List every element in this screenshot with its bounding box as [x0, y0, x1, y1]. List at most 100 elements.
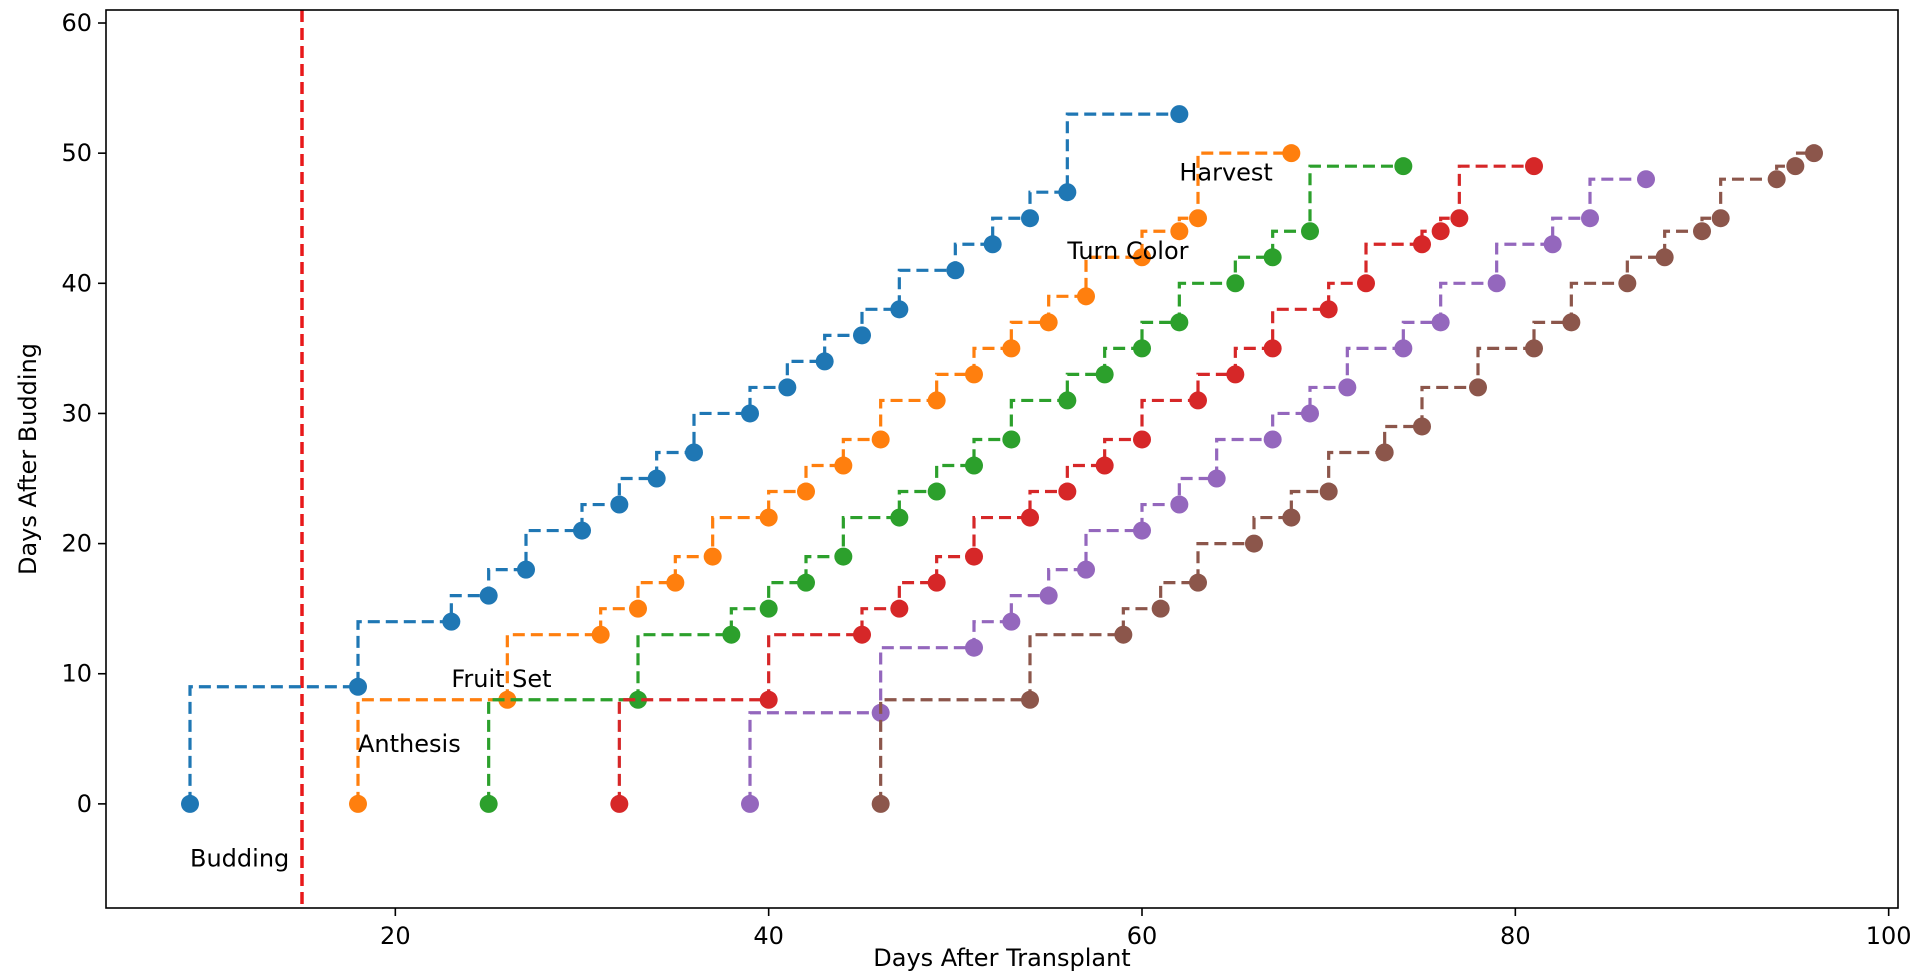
series-1-point	[946, 261, 965, 280]
series-6-point	[1319, 482, 1338, 501]
series-6-point	[1711, 209, 1730, 228]
y-tick-label: 60	[61, 9, 92, 37]
series-4-point	[890, 599, 909, 618]
x-tick-label: 40	[753, 922, 784, 950]
series-2-point	[498, 690, 517, 709]
series-2-point	[1282, 144, 1301, 163]
series-2-point	[1039, 313, 1058, 332]
y-tick-label: 0	[77, 790, 92, 818]
series-1-point	[741, 404, 759, 423]
series-5-point	[1002, 612, 1021, 631]
series-5-point	[1170, 495, 1189, 514]
series-5-point	[1263, 430, 1282, 449]
series-1-point	[685, 443, 703, 462]
series-4-point	[610, 794, 629, 813]
series-5-point	[1133, 521, 1151, 540]
series-4-point	[1319, 300, 1338, 319]
series-6-point	[1469, 378, 1487, 397]
series-6-point	[1021, 690, 1039, 709]
axis-ticks: 20 40 60 80 100 0 10 20 30 40 50 60	[61, 9, 1911, 950]
series-3-point	[1095, 365, 1114, 384]
annotation-label: Fruit Set	[451, 665, 551, 693]
series-4-point	[1263, 339, 1282, 358]
series-2-point	[927, 391, 946, 410]
series-4-point	[1226, 365, 1245, 384]
series-3-point	[1058, 391, 1077, 410]
series-5-point	[1487, 274, 1506, 293]
series-1-point	[442, 612, 461, 631]
series-5-point	[1039, 586, 1058, 605]
series-2-point	[591, 625, 610, 644]
series-5-point	[1301, 404, 1319, 423]
series-4-point	[1525, 157, 1543, 176]
series-6-step-line	[879, 151, 1814, 804]
series-5-point	[1077, 560, 1095, 579]
series-4-point	[1133, 430, 1151, 449]
series-1-point	[1170, 105, 1189, 124]
series-2-point	[1077, 287, 1095, 306]
series-3-point	[1002, 430, 1021, 449]
series-6-point	[871, 794, 890, 813]
series-6-point	[1413, 417, 1431, 436]
series-2-point	[666, 573, 685, 592]
series-6-point	[1151, 599, 1170, 618]
series-6-point	[1767, 170, 1786, 189]
series-5-point	[741, 794, 759, 813]
y-tick-label: 50	[61, 139, 92, 167]
series-5-point	[1581, 209, 1599, 228]
series-6-point	[1693, 222, 1711, 241]
series-3-point	[1226, 274, 1245, 293]
series-1-point	[479, 586, 498, 605]
series-3-point	[797, 573, 815, 592]
series-5-point	[1431, 313, 1450, 332]
series-2-point	[965, 365, 983, 384]
series-4-point	[853, 625, 871, 644]
series-1-point	[573, 521, 591, 540]
series-1-point	[181, 794, 199, 813]
y-tick-label: 10	[61, 660, 92, 688]
series-2-point	[1189, 209, 1207, 228]
series-6-point	[1805, 144, 1823, 163]
series-1-point	[983, 235, 1002, 254]
x-tick-label: 100	[1866, 922, 1912, 950]
series-1-point	[647, 469, 666, 488]
series-6-point	[1245, 534, 1263, 553]
series-4-point	[1431, 222, 1450, 241]
series-2-point	[703, 547, 722, 566]
x-axis-title: Days After Transplant	[873, 944, 1130, 972]
series-4-point	[1357, 274, 1375, 293]
series-2-point	[629, 599, 647, 618]
series-3-point	[1263, 248, 1282, 267]
series-1-point	[1021, 209, 1039, 228]
plot-area	[181, 10, 1823, 908]
series-3-point	[890, 508, 909, 527]
series-5-step-line	[748, 177, 1646, 804]
series-2-point	[1170, 222, 1189, 241]
annotation-label: Anthesis	[358, 730, 461, 758]
series-5-point	[1543, 235, 1562, 254]
series-2-point	[797, 482, 815, 501]
series-6-point	[1525, 339, 1543, 358]
series-6-point	[1618, 274, 1637, 293]
series-6-point	[1786, 157, 1805, 176]
series-6-point	[1375, 443, 1394, 462]
series-4-point	[1058, 482, 1077, 501]
series-4-point	[759, 690, 778, 709]
y-tick-label: 20	[61, 530, 92, 558]
series-6-point	[1114, 625, 1133, 644]
series-5-point	[1394, 339, 1413, 358]
series-1-point	[517, 560, 535, 579]
axes-frame	[105, 9, 1899, 909]
series-1-point	[1058, 183, 1077, 202]
series-2-point	[1002, 339, 1021, 358]
series-3-point	[629, 690, 647, 709]
annotations: Budding Anthesis Fruit Set Turn Color Harves…	[190, 159, 1273, 873]
series-4-point	[1021, 508, 1039, 527]
series-1-point	[349, 677, 367, 696]
series-3-point	[1394, 157, 1413, 176]
annotation-label: Harvest	[1179, 159, 1273, 187]
series-3-point	[1133, 339, 1151, 358]
series-5-point	[1207, 469, 1226, 488]
